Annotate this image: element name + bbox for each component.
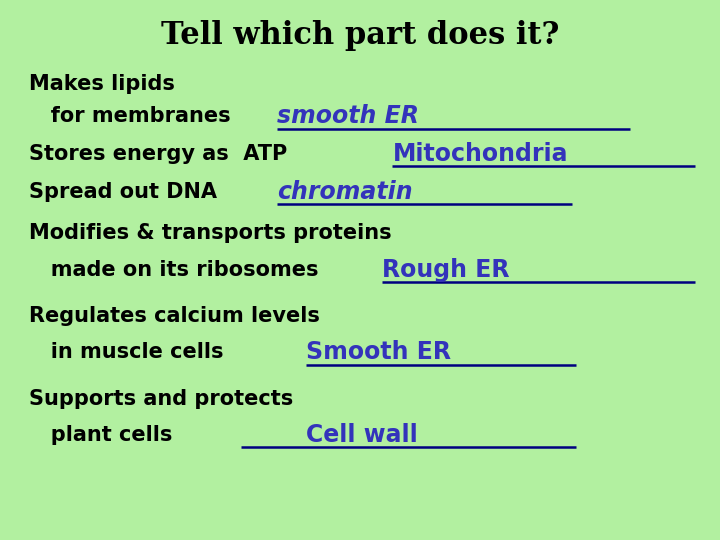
Text: Tell which part does it?: Tell which part does it? [161, 19, 559, 51]
Text: Mitochondria: Mitochondria [392, 142, 568, 166]
Text: Spread out DNA: Spread out DNA [29, 181, 224, 202]
Text: Modifies & transports proteins: Modifies & transports proteins [29, 223, 392, 244]
Text: Regulates calcium levels: Regulates calcium levels [29, 306, 320, 326]
Text: plant cells: plant cells [29, 424, 179, 445]
Text: Stores energy as  ATP: Stores energy as ATP [29, 144, 294, 164]
Text: made on its ribosomes: made on its ribosomes [29, 260, 325, 280]
Text: Supports and protects: Supports and protects [29, 388, 293, 409]
Text: Smooth ER: Smooth ER [306, 340, 451, 364]
Text: Makes lipids: Makes lipids [29, 73, 175, 94]
Text: Rough ER: Rough ER [382, 258, 509, 282]
Text: Cell wall: Cell wall [306, 423, 418, 447]
Text: for membranes: for membranes [29, 106, 238, 126]
Text: chromatin: chromatin [277, 180, 413, 204]
Text: in muscle cells: in muscle cells [29, 342, 230, 362]
Text: smooth ER: smooth ER [277, 104, 419, 128]
